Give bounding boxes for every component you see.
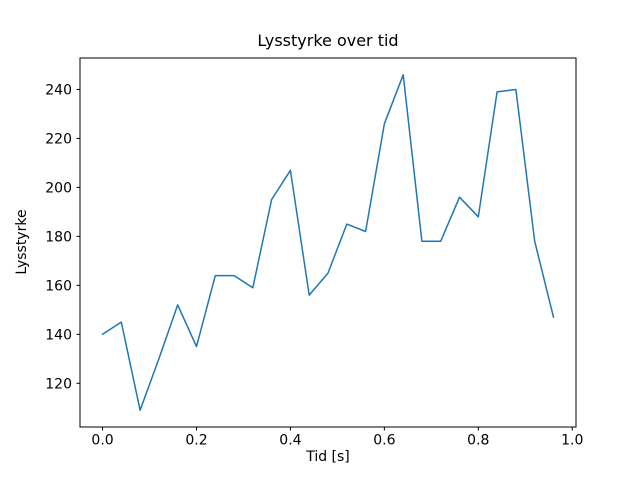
x-axis-label: Tid [s]: [306, 449, 350, 465]
axes-spines: [79, 57, 577, 428]
y-tick-label: 200: [45, 180, 72, 196]
y-tick-label: 120: [45, 376, 72, 392]
chart-title: Lysstyrke over tid: [257, 31, 399, 50]
x-tick-label: 0.6: [373, 433, 395, 449]
y-tick-label: 240: [45, 82, 72, 98]
y-tick-label: 220: [45, 131, 72, 147]
y-tick-label: 180: [45, 229, 72, 245]
x-tick-label: 0.4: [279, 433, 301, 449]
x-tick-label: 0.8: [467, 433, 489, 449]
data-line: [101, 74, 555, 411]
y-tick-label: 140: [45, 327, 72, 343]
x-tick-label: 0.0: [91, 433, 113, 449]
y-axis-label: Lysstyrke: [14, 209, 30, 275]
x-tick-label: 0.2: [185, 433, 207, 449]
y-tick-label: 160: [45, 278, 72, 294]
x-tick-label: 1.0: [561, 433, 583, 449]
